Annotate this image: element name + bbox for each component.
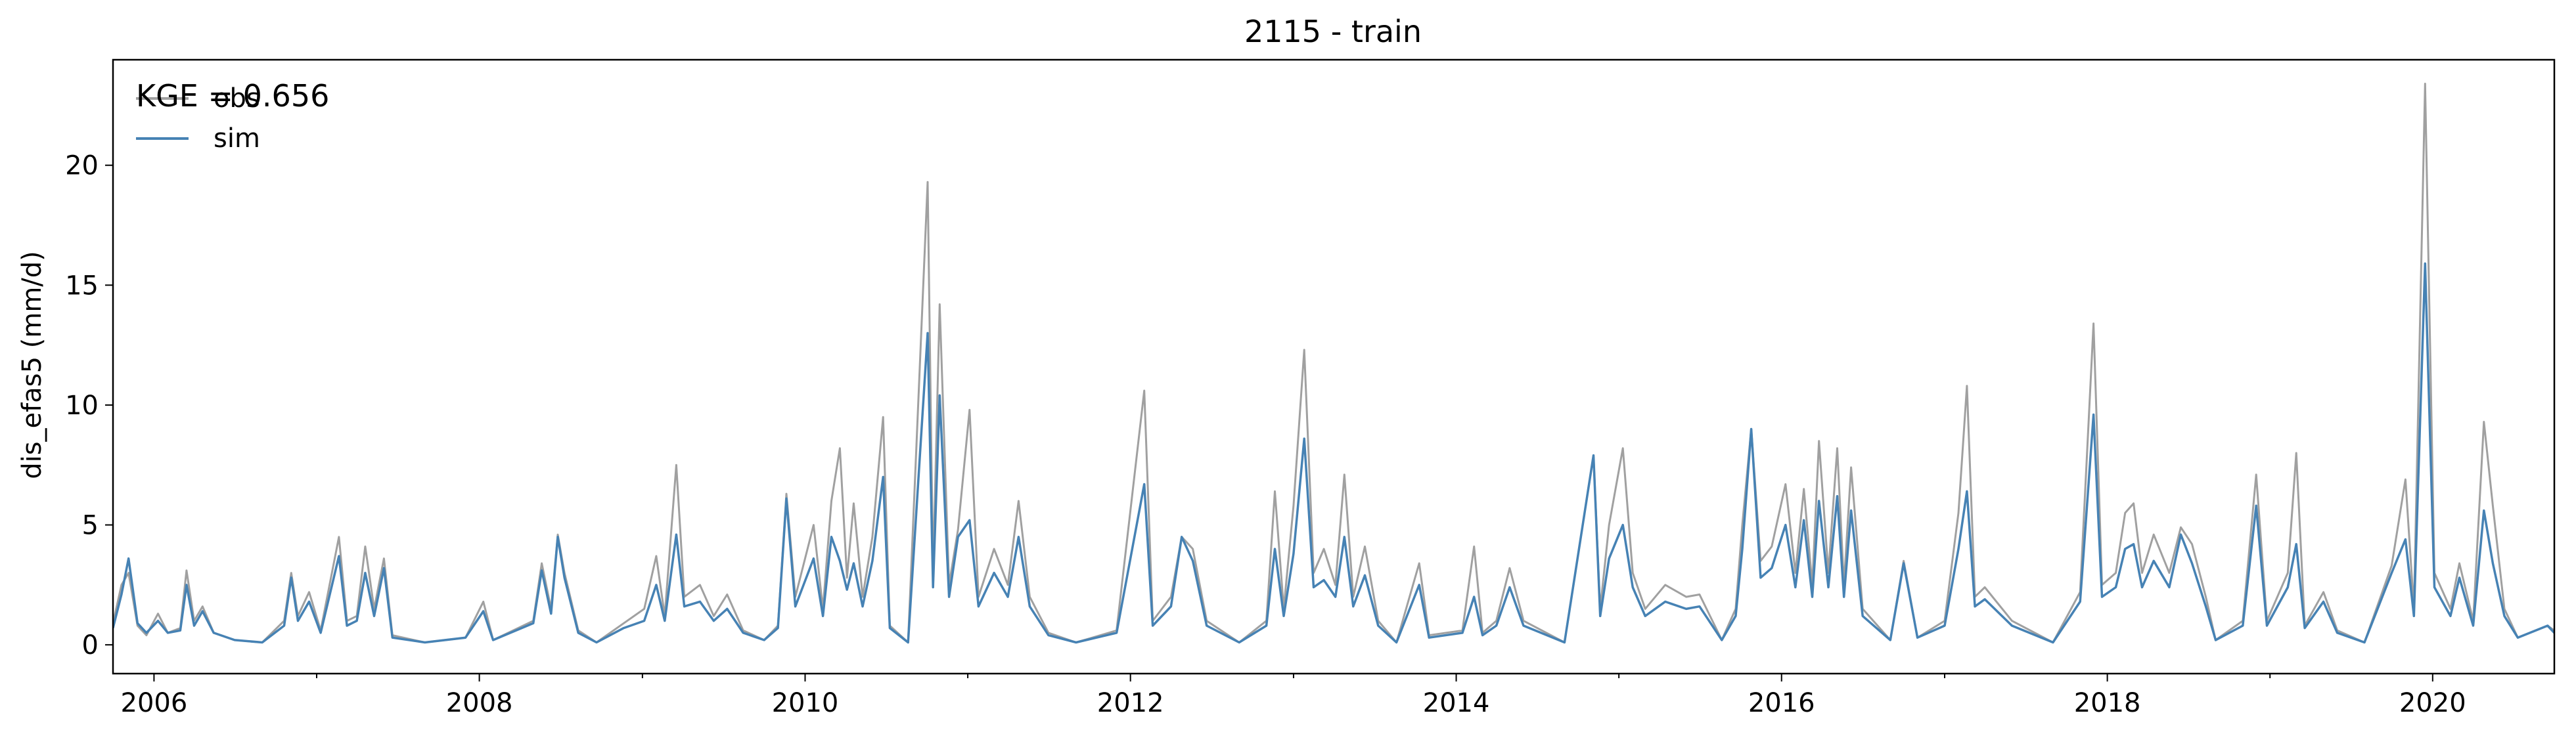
x-tick-label: 2008 [446,688,513,718]
x-tick-label: 2018 [2074,688,2141,718]
x-tick-label: 2006 [121,688,188,718]
x-tick-label: 2012 [1097,688,1164,718]
x-tick-label: 2016 [1748,688,1815,718]
x-tick-label: 2020 [2399,688,2466,718]
y-tick-label: 15 [65,270,99,301]
y-tick-label: 20 [65,151,99,181]
kge-annotation: KGE = 0.656 [136,78,329,114]
y-axis-label: dis_efas5 (mm/d) [17,251,47,479]
y-tick-label: 5 [82,511,99,541]
legend-sim-label: sim [214,123,260,154]
x-tick-label: 2010 [772,688,839,718]
x-tick-label: 2014 [1423,688,1490,718]
y-tick-label: 10 [65,391,99,421]
chart-title: 2115 - train [1244,14,1422,49]
y-tick-label: 0 [82,630,99,660]
